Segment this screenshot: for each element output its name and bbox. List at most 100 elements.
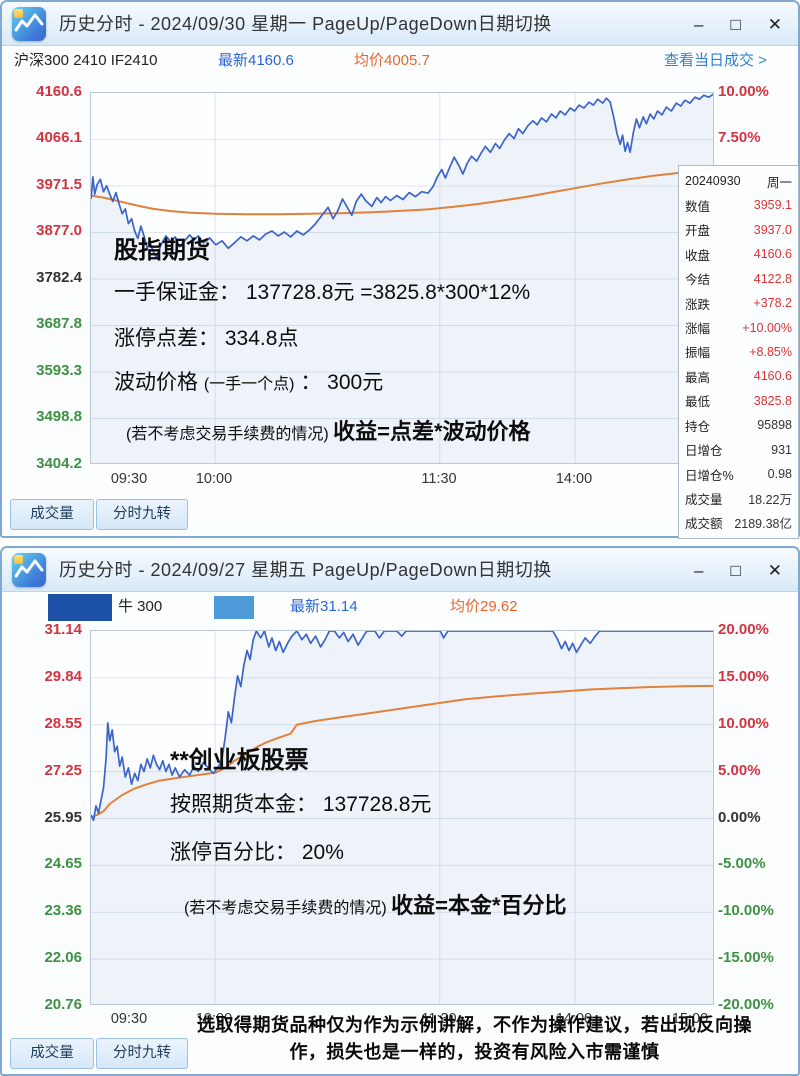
pct-axis-label: 0.00% xyxy=(718,809,761,826)
latest-price-label: 最新31.14 xyxy=(290,598,358,615)
y-axis-label: 29.84 xyxy=(44,668,82,685)
tab-intraday-nine[interactable]: 分时九转 xyxy=(96,1038,188,1069)
avg-price-label: 均价29.62 xyxy=(450,598,518,615)
panel-date-row: 20240930 周一 xyxy=(685,174,792,190)
y-axis-label: 3687.8 xyxy=(36,315,82,332)
close-button[interactable]: ✕ xyxy=(767,560,782,580)
x-axis-label: 14:00 xyxy=(555,1011,593,1027)
y-axis-label: 3971.5 xyxy=(36,176,82,193)
info-bar: 牛 300 最新31.14 均价29.62 xyxy=(2,592,798,622)
panel-row: 数值 3959.1 xyxy=(685,198,792,214)
annotation-limit-pct: 涨停百分比： 20% xyxy=(170,841,344,864)
redaction-block-name xyxy=(48,594,112,621)
icon-corner-decor xyxy=(14,9,23,18)
annotation-tick-value: 波动价格 (一手一个点) ： 300元 xyxy=(114,371,384,394)
x-axis-label: 14:00 xyxy=(555,471,593,487)
y-axis-label: 31.14 xyxy=(44,621,82,638)
y-axis-label: 3498.8 xyxy=(36,408,82,425)
x-axis-label: 10:00 xyxy=(195,471,233,487)
titlebar[interactable]: 历史分时 - 2024/09/27 星期五 PageUp/PageDown日期切… xyxy=(2,548,798,592)
pct-axis-label: -15.00% xyxy=(718,949,774,966)
view-trades-link[interactable]: 查看当日成交 > xyxy=(664,52,767,69)
panel-row: 成交额 2189.38亿 xyxy=(685,517,792,532)
window-title: 历史分时 - 2024/09/30 星期一 PageUp/PageDown日期切… xyxy=(59,14,552,34)
panel-row: 今结 4122.8 xyxy=(685,271,792,288)
disclaimer-line: 选取得期货品种仅为作为示例讲解，不作为操作建议，若出现反向操 xyxy=(197,1015,752,1035)
maximize-button[interactable]: □ xyxy=(730,14,741,34)
y-axis-label: 4160.6 xyxy=(36,83,82,100)
icon-corner-decor xyxy=(14,555,23,564)
panel-row: 最高 4160.6 xyxy=(685,369,792,385)
y-axis-label: 3593.3 xyxy=(36,362,82,379)
x-axis-label: 11:30 xyxy=(421,471,457,487)
tab-intraday-nine[interactable]: 分时九转 xyxy=(96,499,188,530)
maximize-button[interactable]: □ xyxy=(730,560,741,580)
panel-row: 日增仓 931 xyxy=(685,442,792,459)
app-chart-icon xyxy=(12,553,46,587)
pct-axis-label: -5.00% xyxy=(718,855,766,872)
y-axis-label: 25.95 xyxy=(44,809,82,826)
annotation-profit-formula: (若不考虑交易手续费的情况) 收益=点差*波动价格 xyxy=(126,419,531,444)
app-chart-icon xyxy=(12,7,46,41)
y-axis-label: 24.65 xyxy=(44,855,82,872)
tab-volume[interactable]: 成交量 xyxy=(10,1038,94,1069)
annotation-margin: 一手保证金： 137728.8元 =3825.8*300*12% xyxy=(114,281,531,304)
redaction-block-code xyxy=(214,596,254,619)
panel-row: 持仓 95898 xyxy=(685,418,792,434)
pct-axis-label: 10.00% xyxy=(718,83,769,100)
symbol-label: 牛 300 xyxy=(118,598,163,615)
futures-intraday-chart[interactable] xyxy=(90,92,714,464)
pct-axis-label: -20.00% xyxy=(718,996,774,1013)
annotation-title: **创业板股票 xyxy=(170,747,309,774)
minimize-button[interactable]: – xyxy=(694,14,704,34)
quote-data-panel: 20240930 周一 数值 3959.1 开盘 3937.0 收盘 4160.6 今… xyxy=(678,165,799,539)
window-stock-intraday: 历史分时 - 2024/09/27 星期五 PageUp/PageDown日期切… xyxy=(0,546,800,1076)
pct-axis-label: 7.50% xyxy=(718,129,761,146)
annotation-limit-points: 涨停点差： 334.8点 xyxy=(114,327,299,350)
latest-price-label: 最新4160.6 xyxy=(218,52,294,69)
disclaimer-line: 作，损失也是一样的，投资有风险入市需谨慎 xyxy=(289,1042,660,1062)
pct-axis-label: 20.00% xyxy=(718,621,769,638)
x-axis-label: 09:30 xyxy=(110,1011,148,1027)
y-axis-label: 28.55 xyxy=(44,715,82,732)
window-futures-intraday: 历史分时 - 2024/09/30 星期一 PageUp/PageDown日期切… xyxy=(0,0,800,539)
y-axis-label: 20.76 xyxy=(44,996,82,1013)
y-axis-label: 22.06 xyxy=(44,949,82,966)
panel-row: 振幅 +8.85% xyxy=(685,344,792,361)
annotation-profit-formula: (若不考虑交易手续费的情况) 收益=本金*百分比 xyxy=(184,893,567,918)
panel-row: 涨幅 +10.00% xyxy=(685,320,792,337)
x-axis-label: 15:00 xyxy=(671,1011,709,1027)
panel-row: 收盘 4160.6 xyxy=(685,247,792,263)
window-title: 历史分时 - 2024/09/27 星期五 PageUp/PageDown日期切… xyxy=(59,560,552,580)
y-axis-label: 23.36 xyxy=(44,902,82,919)
x-axis-label: 11:30 xyxy=(421,1011,457,1027)
annotation-title: 股指期货 xyxy=(114,237,210,264)
disclaimer-text: 选取得期货品种仅为作为示例讲解，不作为操作建议，若出现反向操 作，损失也是一样的… xyxy=(152,1012,797,1066)
avg-price-label: 均价4005.7 xyxy=(354,52,430,69)
y-axis-label: 3404.2 xyxy=(36,455,82,472)
panel-row: 最低 3825.8 xyxy=(685,393,792,410)
panel-row: 日增仓% 0.98 xyxy=(685,467,792,483)
panel-row: 开盘 3937.0 xyxy=(685,222,792,239)
symbol-label: 沪深300 2410 IF2410 xyxy=(14,52,158,69)
y-axis-label: 4066.1 xyxy=(36,129,82,146)
info-bar: 沪深300 2410 IF2410 最新4160.6 均价4005.7 查看当日… xyxy=(2,46,798,76)
stock-intraday-chart[interactable] xyxy=(90,630,714,1005)
x-axis-label: 10:00 xyxy=(195,1011,233,1027)
pct-axis-label: 5.00% xyxy=(718,762,761,779)
close-button[interactable]: ✕ xyxy=(767,14,782,34)
panel-row: 涨跌 +378.2 xyxy=(685,296,792,312)
minimize-button[interactable]: – xyxy=(694,560,704,580)
y-axis-label: 27.25 xyxy=(44,762,82,779)
panel-row: 成交量 18.22万 xyxy=(685,492,792,507)
titlebar[interactable]: 历史分时 - 2024/09/30 星期一 PageUp/PageDown日期切… xyxy=(2,2,798,46)
tab-volume[interactable]: 成交量 xyxy=(10,499,94,530)
x-axis-label: 09:30 xyxy=(110,471,148,487)
annotation-principal: 按照期货本金： 137728.8元 xyxy=(170,793,432,816)
y-axis-label: 3782.4 xyxy=(36,269,82,286)
pct-axis-label: 10.00% xyxy=(718,715,769,732)
pct-axis-label: -10.00% xyxy=(718,902,774,919)
y-axis-label: 3877.0 xyxy=(36,222,82,239)
pct-axis-label: 15.00% xyxy=(718,668,769,685)
